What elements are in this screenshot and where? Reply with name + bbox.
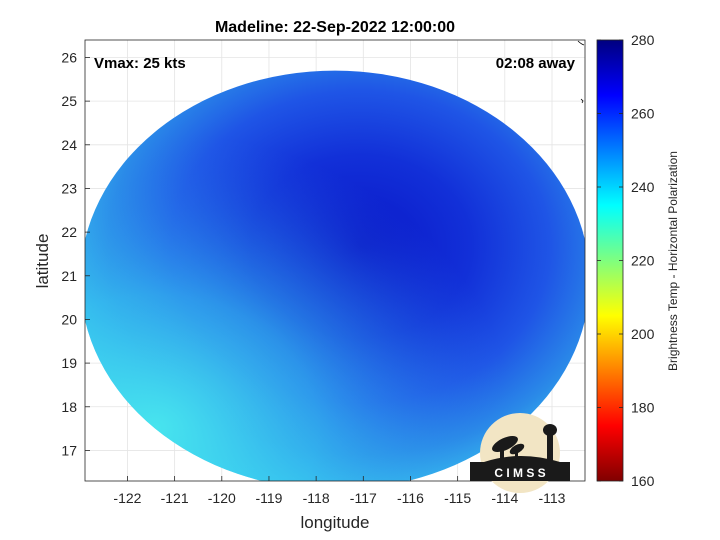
chart-title: Madeline: 22-Sep-2022 12:00:00 (215, 19, 455, 36)
y-tick-label: 17 (61, 442, 77, 458)
y-tick-label: 24 (61, 137, 77, 153)
colorbar-tick-label: 220 (631, 253, 655, 269)
vmax-annotation: Vmax: 25 kts (94, 55, 186, 72)
y-tick-label: 23 (61, 180, 77, 196)
x-axis-label: longitude (300, 513, 369, 532)
y-tick-label: 21 (61, 268, 77, 284)
x-tick-label: -119 (255, 490, 282, 506)
time-away-annotation: 02:08 away (496, 55, 576, 72)
x-tick-label: -120 (208, 490, 236, 506)
y-axis-label: latitude (33, 234, 52, 289)
x-axis-ticks: -122 -121 -120 -119 -118 -117 -116 -115 -114 -113 (113, 476, 566, 506)
colorbar (596, 39, 624, 482)
x-tick-label: -113 (538, 490, 565, 506)
y-tick-label: 19 (61, 355, 77, 371)
x-tick-label: -118 (303, 490, 330, 506)
y-axis-ticks: 17 18 19 20 21 22 23 24 25 26 (61, 49, 90, 458)
colorbar-label: Brightness Temp - Horizontal Polarizatio… (666, 151, 680, 371)
colorbar-tick-label: 240 (631, 179, 655, 195)
colorbar-tick-label: 160 (631, 473, 655, 489)
x-tick-label: -114 (491, 490, 518, 506)
x-tick-label: -117 (350, 490, 377, 506)
axes-frame (84, 39, 586, 482)
colorbar-tick-label: 260 (631, 106, 655, 122)
cimss-logo-text: C I M S S (494, 466, 545, 480)
y-tick-label: 26 (61, 49, 77, 65)
y-tick-label: 25 (61, 93, 77, 109)
x-tick-label: -116 (397, 490, 424, 506)
y-tick-label: 22 (61, 224, 77, 240)
y-tick-label: 20 (61, 311, 77, 327)
colorbar-tick-label: 180 (631, 400, 655, 416)
colorbar-ticks: 160 180 200 220 240 260 280 (597, 32, 655, 489)
coastline-marks (577, 40, 585, 104)
x-tick-label: -115 (444, 490, 471, 506)
x-tick-label: -121 (161, 490, 189, 506)
colorbar-tick-label: 280 (631, 32, 655, 48)
y-tick-label: 18 (61, 399, 77, 415)
cimss-logo: C I M S S (470, 413, 570, 493)
colorbar-tick-label: 200 (631, 326, 655, 342)
swath-warm-region (85, 70, 585, 481)
x-tick-label: -122 (113, 490, 141, 506)
